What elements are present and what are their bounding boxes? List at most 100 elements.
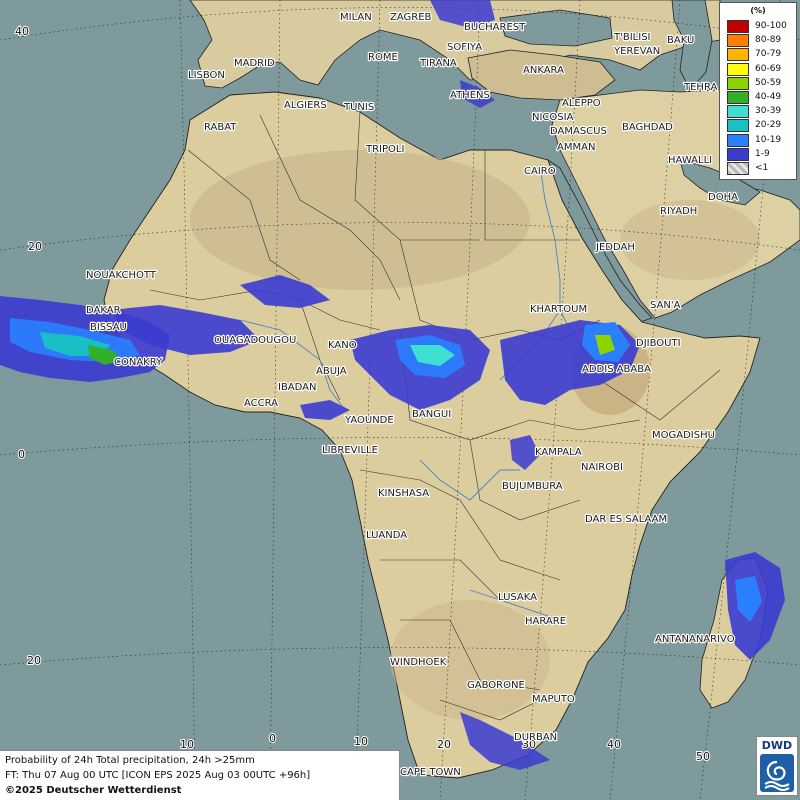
legend-item: 90-100	[727, 20, 795, 34]
product-title: Probability of 24h Total precipitation, …	[5, 755, 255, 766]
city-khartoum: KHARTOUM	[530, 304, 587, 315]
black-sea	[499, 9, 613, 47]
city-nouakchott: NOUAKCHOTT	[86, 270, 157, 281]
legend-unit: (%)	[750, 6, 766, 15]
forecast-time: FT: Thu 07 Aug 00 UTC [ICON EPS 2025 Aug…	[5, 770, 311, 781]
city-dar: DAR ES SALAAM	[585, 514, 667, 525]
anatolia-landmass	[467, 49, 616, 101]
lon-label-40e: 40	[607, 738, 621, 751]
copyright: ©2025 Deutscher Wetterdienst	[5, 785, 182, 796]
legend-item: <1	[727, 162, 795, 176]
city-ankara: ANKARA	[523, 65, 564, 76]
legend-swatch	[727, 105, 749, 119]
city-rome: ROME	[368, 52, 398, 63]
city-kampala: KAMPALA	[535, 447, 582, 458]
precipitation-overlay	[0, 0, 785, 770]
city-accra: ACCRA	[244, 398, 278, 409]
legend-label: 50-59	[755, 77, 782, 88]
city-windhoek: WINDHOEK	[390, 657, 447, 668]
lat-label-40n: 40	[15, 25, 29, 38]
city-addis: ADDIS ABABA	[582, 364, 651, 375]
city-kano: KANO	[328, 340, 357, 351]
city-labels: MILAN ZAGREB BUCHAREST T'BILISI BAKU MAD…	[85, 11, 739, 779]
legend-item: 10-19	[727, 133, 795, 148]
city-abuja: ABUJA	[316, 366, 347, 377]
city-bucharest: BUCHAREST	[464, 22, 526, 33]
legend-item: 40-49	[727, 91, 795, 105]
lon-label-50e: 50	[696, 750, 710, 763]
arabia-shade	[620, 200, 760, 280]
city-tripoli: TRIPOLI	[365, 144, 404, 155]
legend-swatch	[727, 34, 749, 48]
city-ibadan: IBADAN	[278, 382, 317, 393]
city-capetown: CAPE TOWN	[400, 767, 461, 778]
lon-label-10e: 10	[354, 735, 368, 748]
legend-item: 70-79	[727, 48, 795, 62]
city-sofiya: SOFIYA	[447, 42, 482, 53]
legend-swatch	[727, 20, 749, 33]
legend-swatch	[727, 91, 749, 104]
city-baku: BAKU	[667, 35, 694, 46]
city-tehran: TEHRA	[683, 82, 717, 93]
city-nicosia: NICOSIA	[532, 112, 574, 123]
legend-item: 20-29	[727, 119, 795, 133]
city-ouagadougou: OUAGADOUGOU	[214, 335, 296, 346]
city-lisbon: LISBON	[188, 70, 225, 81]
city-tunis: TUNIS	[343, 102, 374, 113]
city-luanda: LUANDA	[366, 530, 407, 541]
legend-label: 80-89	[755, 35, 782, 46]
city-yerevan: YEREVAN	[613, 46, 660, 57]
city-lusaka: LUSAKA	[498, 592, 537, 603]
legend-swatch	[727, 119, 749, 133]
city-riyadh: RIYADH	[660, 206, 697, 217]
city-tbilisi: T'BILISI	[613, 32, 650, 43]
caspian-sea	[671, 0, 713, 91]
lon-label-10w: 10	[180, 738, 194, 751]
city-amman: AMMAN	[557, 142, 595, 153]
legend-label: 70-79	[755, 49, 782, 60]
legend-swatch	[727, 48, 749, 62]
city-doha: DOHA	[708, 192, 738, 203]
legend-swatch	[727, 62, 749, 76]
city-djibouti: DJIBOUTI	[636, 338, 681, 349]
city-kinshasa: KINSHASA	[378, 488, 429, 499]
city-algiers: ALGIERS	[284, 100, 327, 111]
city-mogadishu: MOGADISHU	[652, 430, 715, 441]
city-tirana: TIRANA	[419, 58, 457, 69]
city-cairo: CAIRO	[524, 166, 556, 177]
lon-label-0: 0	[269, 732, 276, 745]
city-gaborone: GABORONE	[467, 680, 525, 691]
legend-label: 60-69	[755, 63, 782, 74]
city-libreville: LIBREVILLE	[322, 445, 378, 456]
legend-label: 20-29	[755, 120, 782, 131]
lat-label-20s: 20	[27, 654, 41, 667]
city-antananarivo: ANTANANARIVO	[655, 634, 735, 645]
city-bissau: BISSAU	[90, 322, 127, 333]
lat-label-0: 0	[18, 448, 25, 461]
city-sana: SAN'A	[650, 300, 681, 311]
city-athens: ATHENS	[450, 90, 490, 101]
city-madrid: MADRID	[234, 58, 275, 69]
dwd-logo-text: DWD	[761, 739, 793, 752]
legend: (%) 90-100 80-89 70-79 60-69 50-59 40-49 30-39…	[719, 2, 797, 180]
legend-label: 10-19	[755, 134, 782, 145]
city-nairobi: NAIROBI	[581, 462, 623, 473]
legend-swatch	[727, 76, 749, 90]
city-harare: HARARE	[525, 616, 566, 627]
legend-label: <1	[755, 163, 769, 173]
city-baghdad: BAGHDAD	[622, 122, 673, 133]
city-conakry: CONAKRY	[114, 357, 163, 368]
city-yaounde: YAOUNDE	[344, 415, 394, 426]
lat-label-20n: 20	[28, 240, 42, 253]
grid-labels: 40 20 0 20 10 0 10 20 30 40 50	[14, 24, 711, 764]
city-damascus: DAMASCUS	[550, 126, 607, 137]
city-hawalli: HAWALLI	[668, 155, 712, 166]
dwd-logo: DWD	[756, 736, 798, 796]
info-box: Probability of 24h Total precipitation, …	[0, 750, 400, 800]
city-durban: DURBAN	[514, 732, 557, 743]
legend-label: 40-49	[755, 92, 782, 102]
city-dakar: DAKAR	[86, 305, 121, 316]
sahara-shade	[190, 150, 530, 290]
legend-item: 50-59	[727, 76, 795, 91]
